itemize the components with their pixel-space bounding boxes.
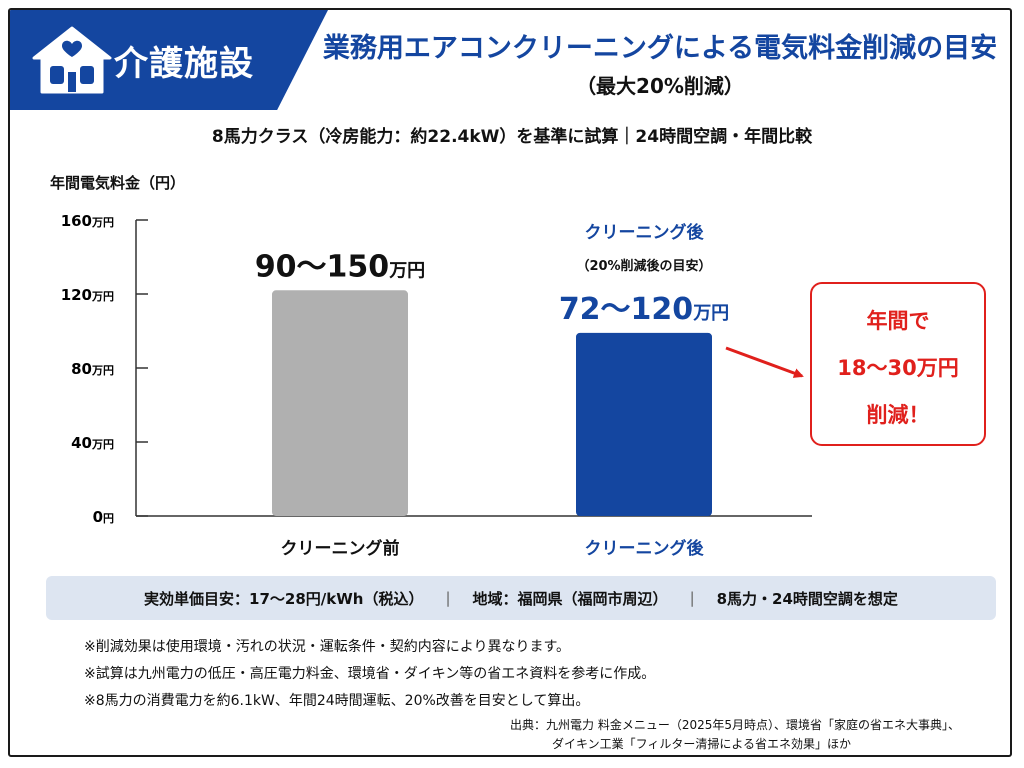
source-line: 出典：九州電力 料金メニュー（2025年5月時点）、環境省「家庭の省エネ大事典」…	[510, 718, 960, 732]
category-label: 介護施設	[114, 44, 254, 84]
divider: |	[445, 589, 451, 607]
category-banner: 介護施設	[10, 10, 328, 110]
footnote: ※試算は九州電力の低圧・高圧電力料金、環境省・ダイキン等の省エネ資料を参考に作成…	[84, 666, 656, 682]
data-label: 90～150万円	[255, 249, 425, 284]
savings-line-3: 削減！	[866, 403, 930, 427]
y-tick-label: 120万円	[61, 286, 114, 304]
rate-assumption: 実効単価目安：17～28円/kWh（税込）	[144, 589, 424, 608]
assumptions-bar: 実効単価目安：17～28円/kWh（税込） | 地域：福岡県（福岡市周辺） | …	[46, 576, 996, 620]
savings-callout: 年間で 18～30万円 削減！	[810, 282, 986, 446]
y-tick-label: 40万円	[71, 434, 114, 452]
savings-amount: 18～30万円	[837, 356, 959, 380]
y-tick-label: 160万円	[61, 212, 114, 230]
x-tick-label: クリーニング前	[281, 538, 400, 559]
source-line: ダイキン工業「フィルター清掃による省エネ効果」ほか	[552, 737, 852, 751]
bar	[272, 290, 408, 516]
data-label: 72～120万円	[559, 292, 729, 327]
annotation-title: クリーニング後	[585, 222, 705, 243]
region-assumption: 地域：福岡県（福岡市周辺）	[472, 589, 668, 608]
infographic-frame: 介護施設 業務用エアコンクリーニングによる電気料金削減の目安 （最大20%削減）…	[8, 8, 1012, 757]
divider: |	[689, 589, 695, 607]
footnotes: ※削減効果は使用環境・汚れの状況・運転条件・契約内容により異なります。 ※試算は…	[84, 634, 655, 715]
calculation-basis: 8馬力クラス（冷房能力：約22.4kW）を基準に試算｜24時間空調・年間比較	[211, 127, 813, 147]
condition-assumption: 8馬力・24時間空調を想定	[716, 589, 898, 608]
savings-line-1: 年間で	[866, 309, 930, 333]
page-subtitle: （最大20%削減）	[576, 74, 744, 98]
bar-chart: 0円40万円80万円120万円160万円クリーニング前90～150万円クリーニン…	[61, 212, 812, 559]
arrow-icon	[725, 346, 804, 378]
y-tick-label: 80万円	[71, 360, 114, 378]
annotation-subtitle: （20%削減後の目安）	[576, 258, 711, 274]
page-title: 業務用エアコンクリーニングによる電気料金削減の目安	[322, 33, 998, 64]
y-tick-label: 0円	[93, 508, 114, 526]
house-icon	[32, 26, 112, 94]
source-citation: 出典：九州電力 料金メニュー（2025年5月時点）、環境省「家庭の省エネ大事典」…	[510, 716, 1004, 754]
bar	[576, 332, 712, 516]
footnote: ※削減効果は使用環境・汚れの状況・運転条件・契約内容により異なります。	[84, 639, 571, 655]
footnote: ※8馬力の消費電力を約6.1kW、年間24時間運転、20%改善を目安として算出。	[84, 693, 590, 709]
y-axis-label: 年間電気料金（円）	[50, 174, 186, 192]
x-tick-label: クリーニング後	[585, 538, 705, 559]
